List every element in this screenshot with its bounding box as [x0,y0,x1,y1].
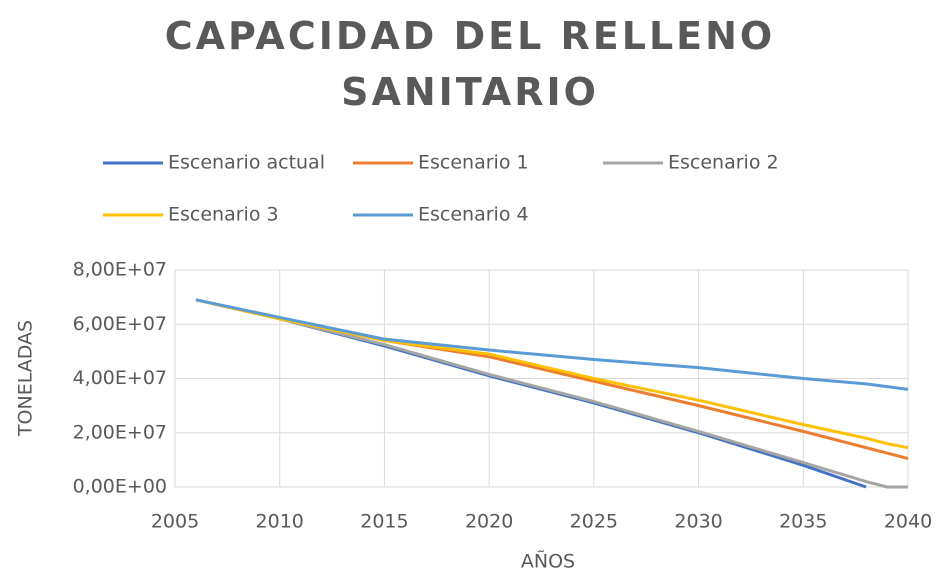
x-tick-label: 2015 [360,511,408,533]
chart-title: CAPACIDAD DEL RELLENO SANITARIO [164,14,776,114]
x-tick-label: 2005 [151,511,199,533]
y-tick-label: 4,00E+07 [73,367,167,389]
x-tick-label: 2025 [570,511,618,533]
series-line [195,298,908,489]
x-axis-label: AÑOS [521,550,575,573]
y-tick-label: 2,00E+07 [73,421,167,443]
x-tick-label: 2035 [779,511,827,533]
legend-label: Escenario 3 [168,204,279,226]
y-axis-label: TONELADAS [15,320,37,437]
series-line [195,298,909,391]
x-tick-label: 2040 [884,511,932,533]
legend-label: Escenario 1 [418,152,529,174]
legend-label: Escenario 4 [418,204,529,226]
x-tick-label: 2020 [465,511,513,533]
y-tick-label: 6,00E+07 [73,313,167,335]
legend-label: Escenario 2 [668,152,779,174]
series-line [195,298,867,489]
y-tick-label: 0,00E+00 [73,476,167,498]
x-tick-label: 2030 [674,511,722,533]
legend-label: Escenario actual [168,152,325,174]
y-tick-label: 8,00E+07 [73,259,167,281]
x-tick-label: 2010 [256,511,304,533]
